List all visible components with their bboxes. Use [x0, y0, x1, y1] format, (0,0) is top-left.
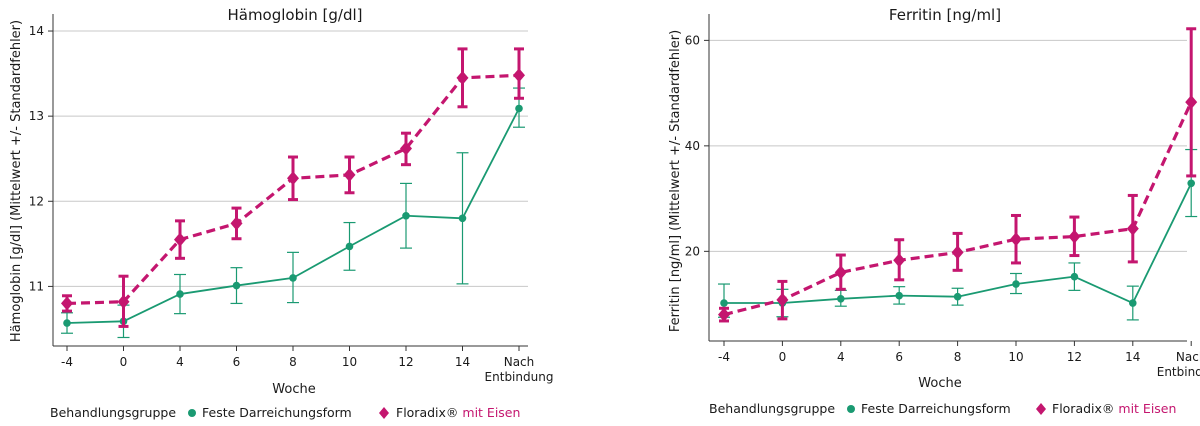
data-point [513, 68, 525, 83]
data-point [895, 291, 903, 300]
data-point [400, 141, 412, 156]
data-point [837, 295, 845, 303]
data-point [402, 211, 410, 220]
data-point [230, 216, 243, 231]
legend-entry-floradix: Floradix® mit Eisen [396, 405, 520, 420]
legend: Behandlungsgruppe Feste Darreichungsform F… [50, 405, 520, 420]
series-floradix [718, 27, 1198, 323]
x-tick-label: -4 [61, 355, 73, 369]
data-point [458, 214, 467, 223]
data-point [61, 296, 73, 311]
data-point [720, 299, 728, 307]
y-tick-label: 40 [685, 139, 700, 153]
data-point [893, 253, 906, 268]
legend: Behandlungsgruppe Feste Darreichungsform F… [709, 401, 1176, 416]
data-point [456, 70, 469, 85]
data-point [834, 265, 847, 280]
series-line [723, 101, 1193, 317]
legend-marker-circle [847, 405, 855, 413]
data-point [1187, 179, 1195, 188]
data-point [1129, 299, 1137, 307]
x-tick-label: 8 [954, 350, 962, 364]
legend-title: Behandlungsgruppe [50, 405, 176, 420]
x-tick-label: 12 [398, 355, 413, 369]
legend-entry-floradix: Floradix® mit Eisen [1052, 401, 1176, 416]
data-point [1068, 229, 1081, 244]
x-tick-label: 6 [233, 355, 241, 369]
y-tick-label: 20 [685, 244, 700, 258]
data-point [953, 292, 962, 301]
y-tick-label: 11 [29, 279, 44, 293]
x-tick-label: 6 [895, 350, 903, 364]
data-point [1070, 272, 1079, 281]
series-floradix [61, 47, 525, 328]
data-point [515, 104, 523, 113]
chart-title: Hämoglobin [g/dl] [227, 6, 362, 24]
data-point [776, 292, 789, 307]
x-tick-label: 10 [342, 355, 357, 369]
data-point [289, 274, 297, 282]
y-tick-label: 13 [29, 109, 44, 123]
legend-marker-diamond [379, 407, 389, 419]
legend-entry-feste: Feste Darreichungsform [861, 401, 1011, 416]
x-axis-label: Woche [918, 376, 961, 391]
x-tick-label: 0 [779, 350, 787, 364]
y-tick-label: 14 [29, 24, 44, 38]
legend-entry-feste: Feste Darreichungsform [202, 405, 352, 420]
data-point [63, 319, 71, 327]
x-axis-label: Woche [272, 382, 315, 397]
data-point [1185, 95, 1198, 110]
data-point [232, 281, 241, 290]
x-tick-label: 8 [289, 355, 297, 369]
x-tick-label: -4 [718, 350, 730, 364]
data-point [287, 171, 299, 186]
series-feste-darreichungsform [61, 87, 525, 339]
y-axis-label: Hämoglobin [g/dl] (Mittelwert +/- Standa… [9, 20, 24, 342]
data-point [117, 294, 130, 309]
x-tick-label: 4 [176, 355, 184, 369]
data-point [343, 167, 356, 182]
x-tick-label: 4 [837, 350, 845, 364]
data-point [1012, 280, 1020, 288]
x-tick-label: 12 [1067, 350, 1082, 364]
x-tick-label: 0 [120, 355, 128, 369]
x-tick-label: 10 [1008, 350, 1023, 364]
legend-marker-diamond [1036, 403, 1046, 415]
data-point [951, 245, 964, 260]
legend-title: Behandlungsgruppe [709, 401, 835, 416]
data-point [1010, 232, 1022, 247]
x-tick-label: 14 [455, 355, 470, 369]
data-point [718, 307, 730, 322]
data-point [345, 242, 354, 251]
y-tick-label: 60 [685, 33, 700, 47]
x-tick-label: 14 [1125, 350, 1140, 364]
data-point [174, 232, 186, 247]
chart-title: Ferritin [ng/ml] [889, 6, 1001, 24]
y-tick-label: 12 [29, 194, 44, 208]
chart-1: 11 12 13 14 -4 0 4 6 8 10 12 14 Nach Entbindung Hämogl… [9, 6, 553, 420]
y-axis-label: Ferritin [ng/ml] (Mittelwert +/- Standar… [668, 30, 683, 332]
data-point [1126, 221, 1139, 236]
legend-marker-circle [188, 409, 196, 417]
data-point [176, 290, 184, 298]
